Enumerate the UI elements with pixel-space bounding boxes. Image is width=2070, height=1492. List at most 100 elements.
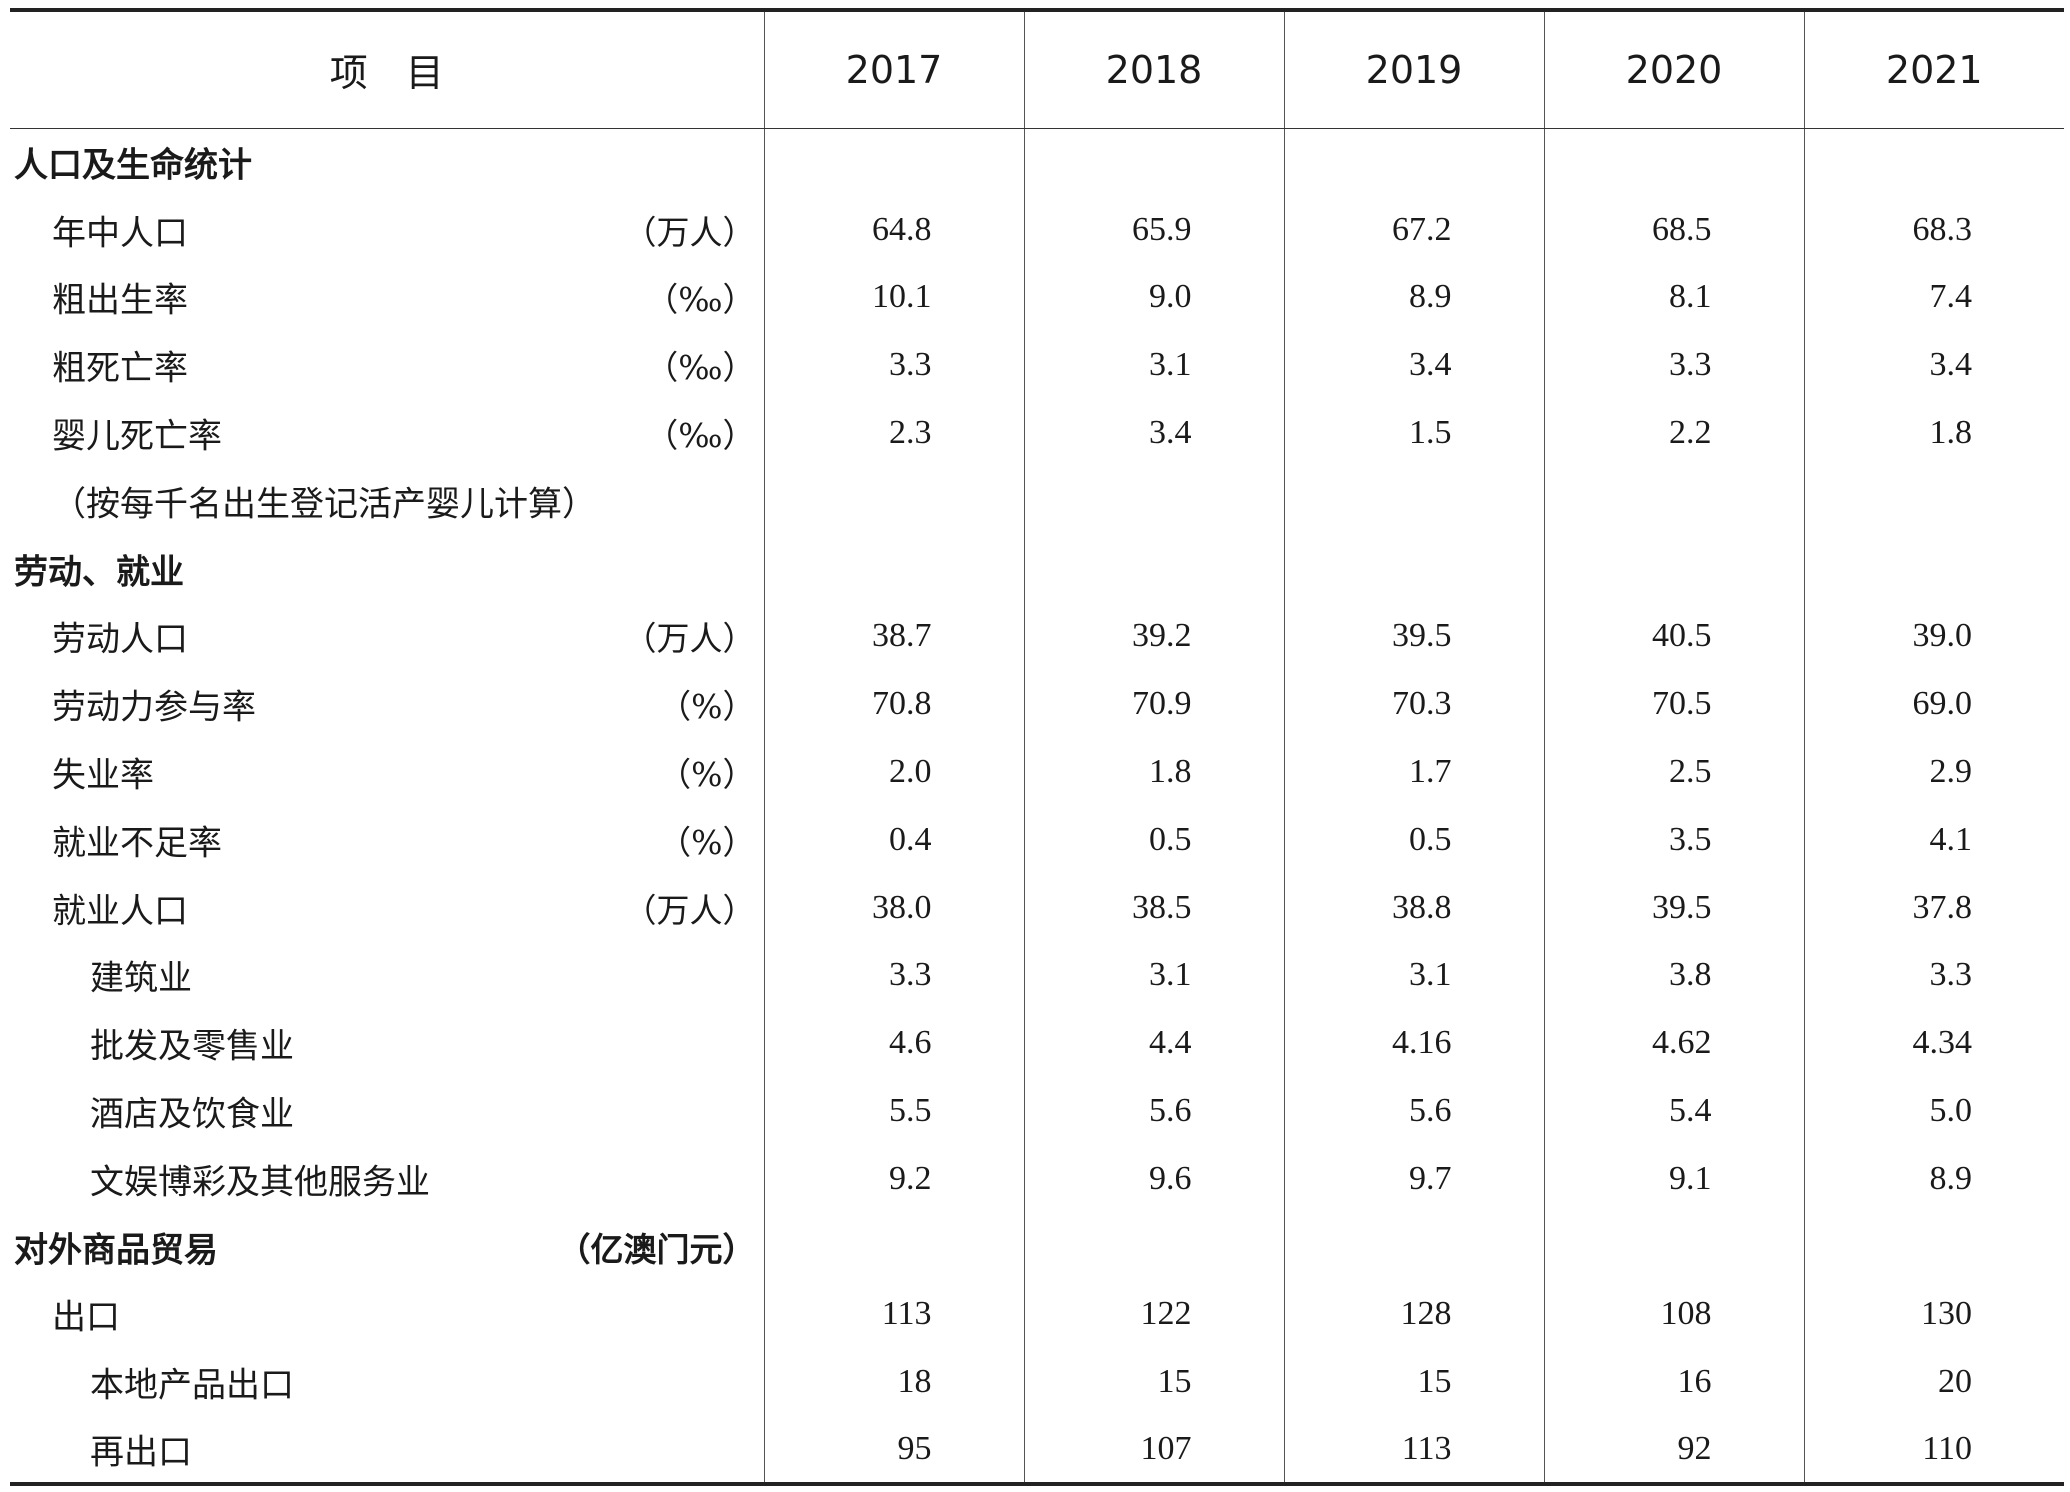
row-item-cell: 建筑业 [10,942,764,1010]
value-cell-2020: 39.5 [1543,873,1804,942]
row-label: 本地产品出口 [90,1365,294,1406]
row-item-cell: 粗出生率 （‰） [10,264,764,332]
statistics-table-container: 项 目 2017 2018 2019 2020 2021 人口及生命统计 年中人口… [10,8,2064,1486]
header-year-2021: 2021 [1803,8,2064,129]
header-year-2020: 2020 [1543,8,1804,129]
table-row: 粗死亡率 （‰） 3.3 3.1 3.4 3.3 3.4 [10,331,2064,400]
value-cell-2019: 128 [1283,1280,1544,1349]
value-cell-2017: 2.3 [763,399,1024,467]
value-cell-2020 [1543,466,1804,535]
value-cell-2019: 113 [1283,1416,1544,1486]
table-row: 再出口 95 107 113 92 110 [10,1416,2064,1486]
value-cell-2021: 20 [1803,1348,2064,1417]
value-cell-2018: 9.0 [1023,263,1284,332]
row-label: 批发及零售业 [90,1026,294,1067]
row-unit: （%） [658,822,756,862]
value-cell-2020: 108 [1543,1280,1804,1349]
row-label: 婴儿死亡率 [52,416,222,457]
value-cell-2021 [1803,534,2064,603]
value-cell-2021: 37.8 [1803,873,2064,942]
row-item-cell: 再出口 [10,1416,764,1486]
row-unit: （万人） [623,619,756,659]
row-label: 出口 [52,1297,120,1338]
value-cell-2020: 3.5 [1543,805,1804,874]
value-cell-2019 [1283,534,1544,603]
value-cell-2017: 5.5 [763,1077,1024,1145]
header-year-2017: 2017 [763,8,1024,129]
header-item: 项 目 [10,8,764,129]
value-cell-2019: 8.9 [1283,263,1544,332]
row-item-cell: 年中人口 （万人） [10,196,764,264]
value-cell-2020 [1543,1212,1804,1281]
value-cell-2021: 2.9 [1803,738,2064,806]
row-item-cell: 文娱博彩及其他服务业 [10,1145,764,1213]
row-item-cell: 酒店及饮食业 [10,1077,764,1145]
row-item-cell: 失业率 （%） [10,738,764,806]
value-cell-2017 [763,128,1024,196]
row-label: 劳动人口 [52,619,188,660]
value-cell-2018: 70.9 [1023,670,1284,739]
row-label: 粗死亡率 [52,348,188,389]
value-cell-2018: 65.9 [1023,195,1284,264]
table-body: 人口及生命统计 年中人口 （万人） 64.8 65.9 67.2 68.5 68.3 粗出生率（… [10,128,2064,1486]
value-cell-2018: 9.6 [1023,1144,1284,1213]
value-cell-2019 [1283,1212,1544,1281]
row-label: 酒店及饮食业 [90,1094,294,1135]
value-cell-2021 [1803,128,2064,196]
row-item-cell: 就业不足率 （%） [10,806,764,874]
table-row: 粗出生率 （‰） 10.1 9.0 8.9 8.1 7.4 [10,263,2064,332]
row-label: 劳动力参与率 [52,687,256,728]
row-label: 失业率 [52,755,154,796]
value-cell-2021: 110 [1803,1416,2064,1486]
table-row: 年中人口 （万人） 64.8 65.9 67.2 68.5 68.3 [10,195,2064,264]
value-cell-2018 [1023,466,1284,535]
value-cell-2019 [1283,128,1544,196]
value-cell-2019: 3.1 [1283,941,1544,1010]
row-item-cell: （按每千名出生登记活产婴儿计算） [10,467,764,535]
row-item-cell: 劳动、就业 [10,535,764,603]
value-cell-2017: 4.6 [763,1009,1024,1078]
value-cell-2018: 122 [1023,1280,1284,1349]
value-cell-2021: 3.3 [1803,941,2064,1010]
value-cell-2020 [1543,128,1804,196]
section-row: 劳动、就业 [10,534,2064,603]
value-cell-2018 [1023,1212,1284,1281]
value-cell-2021: 5.0 [1803,1077,2064,1145]
value-cell-2018: 4.4 [1023,1009,1284,1078]
value-cell-2018: 39.2 [1023,602,1284,671]
value-cell-2020: 2.2 [1543,399,1804,467]
value-cell-2021: 68.3 [1803,195,2064,264]
value-cell-2019 [1283,466,1544,535]
table-row: 劳动力参与率 （%） 70.8 70.9 70.3 70.5 69.0 [10,670,2064,739]
row-label: 就业不足率 [52,823,222,864]
value-cell-2021 [1803,466,2064,535]
value-cell-2020: 5.4 [1543,1077,1804,1145]
row-unit: （万人） [623,212,756,252]
row-item-cell: 就业人口 （万人） [10,874,764,942]
value-cell-2021: 69.0 [1803,670,2064,739]
value-cell-2020: 3.8 [1543,941,1804,1010]
value-cell-2017 [763,1212,1024,1281]
value-cell-2019: 9.7 [1283,1144,1544,1213]
row-item-cell: 本地产品出口 [10,1348,764,1416]
value-cell-2018: 3.1 [1023,331,1284,400]
table-row: 婴儿死亡率 （‰） 2.3 3.4 1.5 2.2 1.8 [10,399,2064,467]
row-label: 建筑业 [90,958,192,999]
value-cell-2019: 67.2 [1283,195,1544,264]
row-item-cell: 粗死亡率 （‰） [10,331,764,399]
value-cell-2018: 0.5 [1023,805,1284,874]
header-year-2019: 2019 [1283,8,1544,129]
row-item-cell: 出口 [10,1281,764,1349]
value-cell-2017 [763,466,1024,535]
value-cell-2021: 7.4 [1803,263,2064,332]
row-unit: （%） [658,755,756,795]
value-cell-2019: 15 [1283,1348,1544,1417]
value-cell-2020: 68.5 [1543,195,1804,264]
row-item-cell: 劳动人口 （万人） [10,603,764,671]
table-row: 批发及零售业 4.6 4.4 4.16 4.62 4.34 [10,1009,2064,1078]
value-cell-2021: 130 [1803,1280,2064,1349]
section-row: 对外商品贸易 （亿澳门元） [10,1212,2064,1281]
value-cell-2020 [1543,534,1804,603]
value-cell-2018: 107 [1023,1416,1284,1486]
table-row: 出口 113 122 128 108 130 [10,1280,2064,1349]
